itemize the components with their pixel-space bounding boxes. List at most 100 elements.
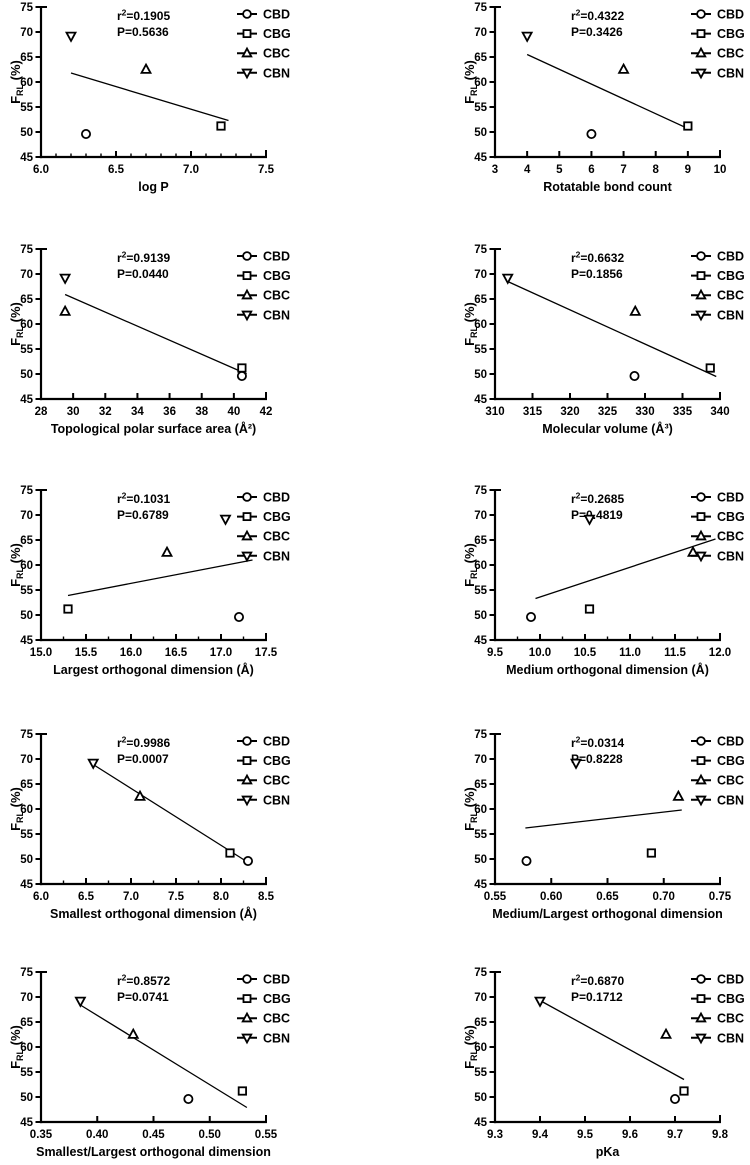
cbn-marker-icon (521, 31, 534, 43)
x-tick-label: 8.5 (258, 891, 275, 903)
y-axis-title: FRL (%) (462, 543, 479, 587)
x-tick-label: 16.0 (120, 647, 142, 659)
x-tick-label: 8 (653, 164, 660, 176)
y-tick-label: 65 (20, 1017, 33, 1029)
legend-label: CBC (717, 47, 744, 61)
legend-item-cbg: CBG (691, 754, 745, 768)
legend-item-cbd: CBD (691, 491, 744, 505)
y-tick-label: 50 (474, 369, 487, 381)
y-tick-label: 55 (20, 1067, 33, 1079)
y-tick-label: 65 (474, 535, 487, 547)
y-tick-label: 65 (20, 294, 33, 306)
legend-item-cbc: CBC (237, 46, 290, 61)
legend-label: CBD (717, 8, 744, 22)
y-tick-label: 50 (20, 610, 33, 622)
r-squared-annotation: r2=0.4322 (571, 8, 624, 24)
cbg-marker-icon (646, 848, 656, 858)
x-tick-label: 0.45 (142, 1129, 165, 1141)
x-tick-label: 30 (67, 406, 80, 418)
cbc-marker-icon (659, 1027, 673, 1039)
cbn-marker-icon (533, 996, 547, 1008)
legend-item-cbc: CBC (237, 1011, 290, 1026)
legend-item-cbd: CBD (237, 491, 290, 505)
cbg-marker-icon (683, 121, 693, 131)
y-axis-title: FRL (%) (8, 60, 25, 104)
legend-item-cbc: CBC (691, 46, 744, 61)
legend-item-cbg: CBG (691, 510, 745, 524)
cbg-marker-icon (696, 512, 706, 522)
x-tick-label: 17.0 (210, 647, 232, 659)
p-value-annotation: P=0.3426 (571, 25, 623, 39)
x-tick-label: 315 (523, 406, 543, 418)
cbc-marker-icon (241, 46, 253, 58)
y-tick-label: 60 (474, 560, 487, 572)
cbg-marker-icon (242, 994, 252, 1004)
cbn-marker-icon (219, 514, 232, 526)
y-tick-label: 75 (474, 729, 487, 741)
cbn-marker-icon (241, 795, 253, 807)
y-tick-label: 45 (474, 879, 487, 891)
x-tick-label: 11.0 (619, 647, 641, 659)
legend-item-cbd: CBD (691, 8, 744, 22)
cbc-marker-icon (695, 773, 707, 785)
y-tick-label: 70 (20, 27, 33, 39)
x-tick-label: 10.0 (529, 647, 551, 659)
legend-item-cbd: CBD (237, 973, 290, 987)
legend-label: CBG (717, 510, 745, 524)
r-squared-annotation: r2=0.8572 (117, 973, 170, 989)
legend-label: CBG (717, 27, 745, 41)
x-tick-label: 9.5 (487, 647, 504, 659)
y-tick-label: 70 (474, 510, 487, 522)
y-tick-label: 60 (20, 804, 33, 816)
legend-label: CBD (717, 973, 744, 987)
legend-label: CBC (263, 1012, 290, 1026)
legend-label: CBN (263, 66, 290, 80)
r-squared-annotation: r2=0.0314 (571, 735, 624, 751)
legend-label: CBG (717, 992, 745, 1006)
y-tick-label: 50 (474, 1092, 487, 1104)
cbn-marker-icon (74, 996, 87, 1008)
y-tick-label: 45 (20, 152, 33, 164)
cbd-marker-icon (183, 1093, 194, 1104)
x-tick-label: 9.3 (487, 1129, 503, 1141)
cbc-marker-icon (695, 288, 707, 300)
y-tick-label: 75 (20, 967, 33, 979)
y-tick-label: 70 (20, 269, 33, 281)
legend-item-cbg: CBG (237, 754, 291, 768)
legend-item-cbd: CBD (237, 250, 290, 264)
cbn-marker-icon (241, 68, 253, 80)
legend-item-cbn: CBN (691, 308, 744, 322)
y-tick-label: 70 (20, 754, 33, 766)
legend-item-cbn: CBN (237, 793, 290, 807)
legend-item-cbn: CBN (691, 793, 744, 807)
y-tick-label: 60 (20, 319, 33, 331)
cbd-marker-icon (236, 370, 247, 381)
cbn-marker-icon (583, 514, 596, 526)
scatter-plot-molecular-volume-svg: 45 50 55 60 65 70 75 310 315 320 325 330 335 340 Molec… (462, 244, 745, 436)
legend-item-cbg: CBG (237, 269, 291, 283)
x-tick-label: 6.0 (33, 891, 49, 903)
y-tick-label: 50 (20, 369, 33, 381)
trend-line (535, 538, 716, 600)
y-tick-label: 60 (20, 77, 33, 89)
x-axis-title: log P (138, 180, 169, 194)
cbg-marker-icon (225, 848, 235, 858)
cbd-marker-icon (242, 492, 252, 502)
x-tick-label: 0.75 (709, 891, 732, 903)
cbc-marker-icon (241, 1011, 253, 1023)
legend-item-cbn: CBN (237, 66, 290, 80)
cbg-marker-icon (242, 512, 252, 522)
cbn-marker-icon (59, 273, 72, 285)
y-axis-title: FRL (%) (8, 543, 25, 587)
p-value-annotation: P=0.1712 (571, 990, 623, 1004)
scatter-plot-smallest-orthogonal-dimension: 45 50 55 60 65 70 75 6.0 6.5 7.0 7.5 8.0 8.5 Smallest… (0, 727, 375, 962)
cbg-marker-icon (237, 363, 247, 373)
cbc-marker-icon (133, 789, 147, 801)
r-squared-annotation: r2=0.2685 (571, 491, 624, 507)
r-squared-annotation: r2=0.9986 (117, 735, 170, 751)
cbd-marker-icon (242, 855, 253, 866)
scatter-plot-largest-orthogonal-dimension: 45 50 55 60 65 70 75 15.0 15.5 16.0 16.5 17.0 17.5 La… (0, 483, 375, 718)
x-tick-label: 320 (560, 406, 579, 418)
x-tick-label: 7.5 (258, 164, 275, 176)
